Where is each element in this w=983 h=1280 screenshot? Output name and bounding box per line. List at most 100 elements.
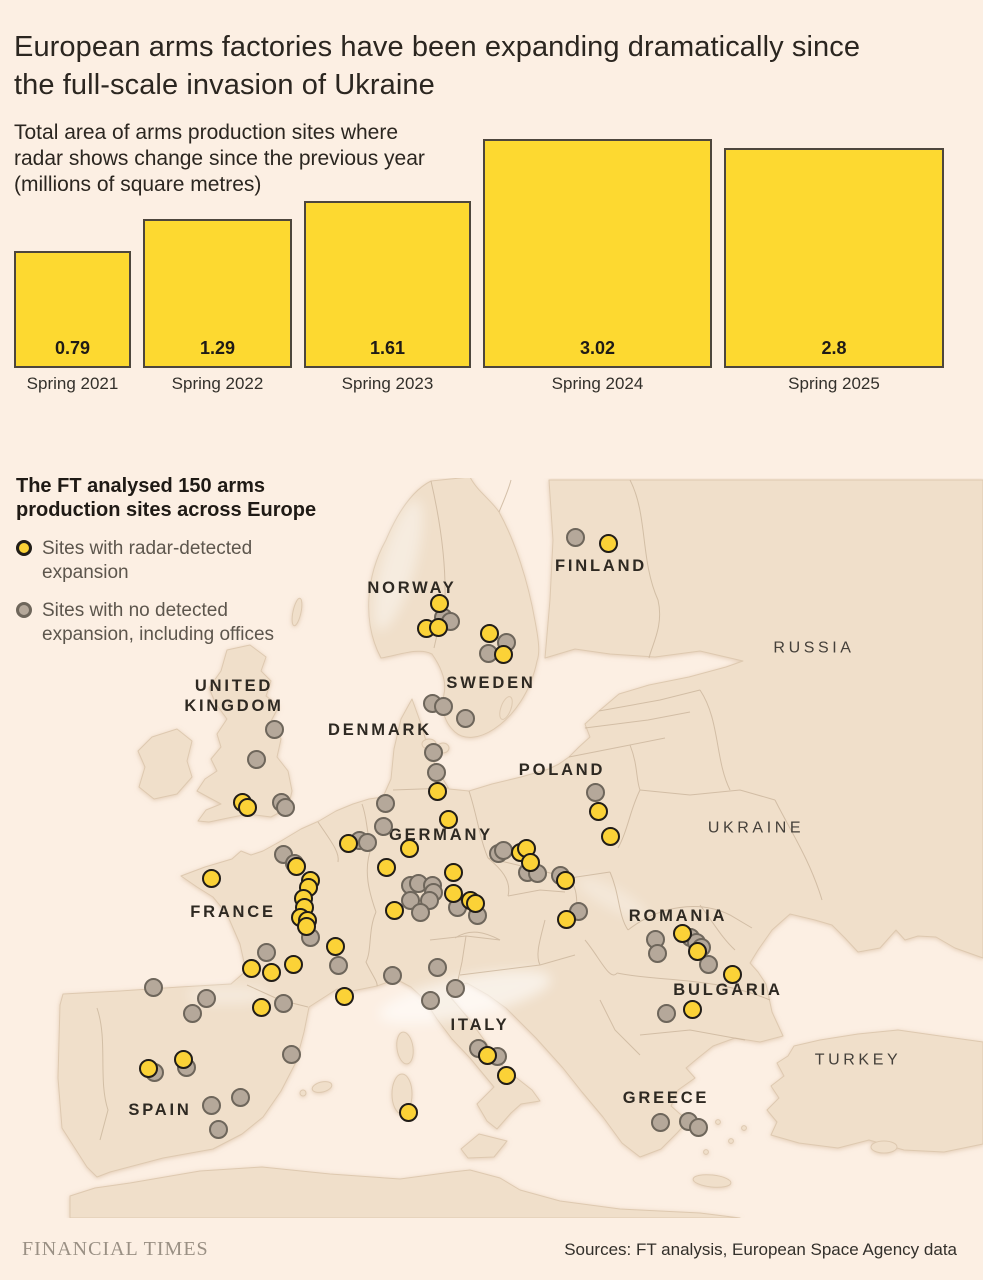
expansion-dot-icon xyxy=(16,539,32,556)
legend-item-label: Sites with no detected expansion, includ… xyxy=(42,599,275,645)
site-dot-no-expansion xyxy=(246,749,266,769)
island-aegean-3 xyxy=(703,1149,709,1155)
site-dot-no-expansion xyxy=(256,942,276,962)
site-dot-no-expansion xyxy=(196,988,216,1008)
site-dot-expansion xyxy=(479,623,499,643)
sources-note: Sources: FT analysis, European Space Age… xyxy=(564,1240,957,1259)
site-dot-no-expansion xyxy=(375,793,395,813)
site-dot-expansion xyxy=(283,954,303,974)
island-shetland xyxy=(291,597,303,627)
site-dot-expansion xyxy=(237,797,257,817)
site-dot-expansion xyxy=(555,870,575,890)
site-dot-no-expansion xyxy=(420,990,440,1010)
page-title: European arms factories have been expand… xyxy=(14,31,861,102)
country-label-spain: SPAIN xyxy=(128,1101,192,1120)
site-dot-expansion xyxy=(520,852,540,872)
site-dot-expansion xyxy=(722,964,742,984)
site-dot-expansion xyxy=(334,986,354,1006)
site-dot-expansion xyxy=(682,999,702,1019)
site-dot-expansion xyxy=(588,801,608,821)
legend-item-expansion: Sites with radar-detected expansion xyxy=(16,537,336,585)
site-dot-expansion xyxy=(399,838,419,858)
site-dot-expansion xyxy=(338,833,358,853)
site-dot-expansion xyxy=(384,900,404,920)
island-ibiza xyxy=(299,1089,307,1097)
site-dot-no-expansion xyxy=(647,943,667,963)
country-label-italy: ITALY xyxy=(450,1016,510,1035)
site-dot-no-expansion xyxy=(357,832,377,852)
site-dot-no-expansion xyxy=(565,527,585,547)
country-label-poland: POLAND xyxy=(518,761,606,780)
island-crete xyxy=(692,1174,732,1188)
site-dot-no-expansion xyxy=(208,1119,228,1139)
country-label-greece: GREECE xyxy=(622,1089,710,1108)
site-dot-expansion xyxy=(398,1102,418,1122)
site-dot-expansion xyxy=(286,856,306,876)
site-dot-no-expansion xyxy=(373,816,393,836)
country-borders xyxy=(96,479,823,1141)
site-dot-expansion xyxy=(443,883,463,903)
country-label-bulgaria: BULGARIA xyxy=(673,981,783,1000)
island-mallorca xyxy=(311,1081,333,1093)
country-label-finland: FINLAND xyxy=(554,557,648,576)
site-dot-expansion xyxy=(201,868,221,888)
island-corsica xyxy=(396,1031,414,1065)
site-dot-expansion xyxy=(600,826,620,846)
no-expansion-dot-icon xyxy=(16,601,32,618)
site-dot-expansion xyxy=(251,997,271,1017)
site-dot-expansion xyxy=(687,941,707,961)
island-great-britain xyxy=(196,644,293,823)
site-dot-expansion xyxy=(428,617,448,637)
legend-item-no-expansion: Sites with no detected expansion, includ… xyxy=(16,599,336,647)
island-aegean-4 xyxy=(741,1125,747,1131)
site-dot-no-expansion xyxy=(201,1095,221,1115)
site-dot-no-expansion xyxy=(650,1112,670,1132)
chart-subtitle: Total area of arms production sites wher… xyxy=(14,121,425,196)
landmass-turkey xyxy=(766,1029,983,1153)
site-dot-no-expansion xyxy=(426,762,446,782)
site-dot-expansion xyxy=(429,593,449,613)
site-dot-no-expansion xyxy=(281,1044,301,1064)
site-dot-expansion xyxy=(598,533,618,553)
site-dot-expansion xyxy=(173,1049,193,1069)
site-dot-no-expansion xyxy=(410,902,430,922)
country-label-romania: ROMANIA xyxy=(628,907,728,926)
country-label-russia: RUSSIA xyxy=(773,639,855,657)
legend-title: The FT analysed 150 arms production site… xyxy=(16,475,317,522)
site-dot-no-expansion xyxy=(455,708,475,728)
legend-item-label: Sites with radar-detected expansion xyxy=(42,537,253,583)
country-label-ukraine: UKRAINE xyxy=(707,819,805,837)
site-dot-expansion xyxy=(241,958,261,978)
site-dot-expansion xyxy=(496,1065,516,1085)
country-label-sweden: SWEDEN xyxy=(446,674,536,693)
ft-logo: FINANCIAL TIMES xyxy=(22,1238,209,1260)
site-dot-expansion xyxy=(465,893,485,913)
site-dot-no-expansion xyxy=(230,1087,250,1107)
site-dot-expansion xyxy=(672,923,692,943)
island-aegean-1 xyxy=(715,1119,721,1125)
country-label-france: FRANCE xyxy=(190,903,276,922)
site-dot-no-expansion xyxy=(264,719,284,739)
site-dot-no-expansion xyxy=(585,782,605,802)
island-sicily xyxy=(460,1133,508,1159)
island-aegean-2 xyxy=(728,1138,734,1144)
island-gotland xyxy=(499,696,513,720)
site-dot-no-expansion xyxy=(445,978,465,998)
island-cyprus xyxy=(870,1140,898,1154)
island-ireland xyxy=(137,728,193,800)
site-dot-expansion xyxy=(443,862,463,882)
site-dot-no-expansion xyxy=(143,977,163,997)
site-dot-expansion xyxy=(493,644,513,664)
site-dot-expansion xyxy=(376,857,396,877)
country-label-united-kingdom: UNITED KINGDOM xyxy=(184,677,284,715)
site-dot-no-expansion xyxy=(698,954,718,974)
site-dot-expansion xyxy=(556,909,576,929)
country-label-denmark: DENMARK xyxy=(328,721,432,740)
map-legend: The FT analysed 150 arms production site… xyxy=(16,474,336,647)
site-dot-no-expansion xyxy=(433,696,453,716)
site-dot-expansion xyxy=(427,781,447,801)
site-dot-no-expansion xyxy=(493,840,513,860)
site-dot-expansion xyxy=(261,962,281,982)
site-dot-expansion xyxy=(438,809,458,829)
